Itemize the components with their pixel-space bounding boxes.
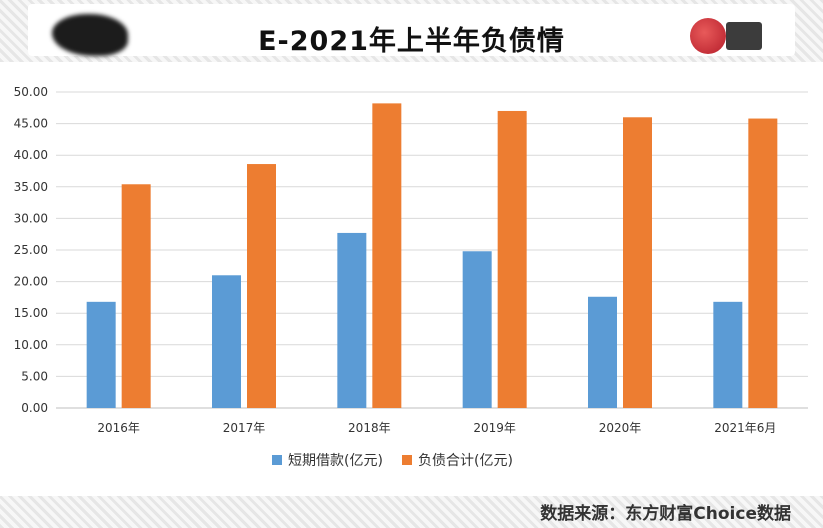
brand-logo-mark — [726, 22, 762, 50]
y-tick-label: 10.00 — [14, 338, 48, 352]
x-axis-ticks: 2016年 2017年 2018年 2019年 2020年 2021年6月 — [97, 421, 776, 435]
legend-label: 短期借款(亿元) — [288, 453, 383, 469]
brand-logo — [690, 18, 726, 54]
bar-total-liabilities — [497, 110, 527, 409]
page-title: E-2021年上半年负债情 — [258, 26, 565, 57]
bar-short-term-loans — [713, 301, 743, 408]
bars — [86, 103, 778, 409]
y-tick-label: 50.00 — [14, 85, 48, 99]
bar-short-term-loans — [212, 275, 241, 408]
footer-background — [0, 496, 823, 528]
bar-total-liabilities — [372, 103, 402, 408]
legend-swatch — [402, 455, 412, 465]
y-tick-label: 0.00 — [21, 401, 48, 415]
bar-short-term-loans — [588, 296, 617, 408]
x-tick-label: 2017年 — [223, 421, 266, 435]
logo-blob-left — [52, 14, 128, 56]
legend-swatch — [272, 455, 282, 465]
y-tick-label: 25.00 — [14, 243, 48, 257]
x-tick-label: 2021年6月 — [714, 421, 776, 435]
bar-total-liabilities — [748, 118, 778, 408]
title-band: E-2021年上半年负债情 — [28, 4, 795, 57]
x-tick-label: 2020年 — [599, 421, 642, 435]
bar-short-term-loans — [337, 232, 367, 408]
legend-label: 负债合计(亿元) — [418, 453, 513, 469]
gridlines — [56, 91, 808, 409]
y-tick-label: 45.00 — [14, 117, 48, 131]
y-tick-label: 20.00 — [14, 275, 48, 289]
x-tick-label: 2016年 — [97, 421, 140, 435]
bar-short-term-loans — [86, 301, 116, 408]
bar-total-liabilities — [623, 117, 652, 408]
data-source: 数据来源：东方财富Choice数据 — [540, 504, 791, 524]
y-axis-ticks: 0.00 5.00 10.00 15.00 20.00 25.00 30.00 35.00 40… — [14, 85, 48, 415]
y-tick-label: 35.00 — [14, 180, 48, 194]
legend: 短期借款(亿元) 负债合计(亿元) — [272, 453, 513, 469]
x-tick-label: 2019年 — [473, 421, 516, 435]
y-tick-label: 30.00 — [14, 211, 48, 225]
bar-short-term-loans — [462, 251, 492, 408]
bar-total-liabilities — [121, 184, 151, 408]
chart-area: 0.00 5.00 10.00 15.00 20.00 25.00 30.00 35.00 40… — [0, 62, 823, 496]
bar-chart: 0.00 5.00 10.00 15.00 20.00 25.00 30.00 35.00 40… — [14, 85, 808, 469]
y-tick-label: 40.00 — [14, 148, 48, 162]
y-tick-label: 15.00 — [14, 306, 48, 320]
x-tick-label: 2018年 — [348, 421, 391, 435]
y-tick-label: 5.00 — [21, 369, 48, 383]
bar-total-liabilities — [247, 164, 276, 408]
